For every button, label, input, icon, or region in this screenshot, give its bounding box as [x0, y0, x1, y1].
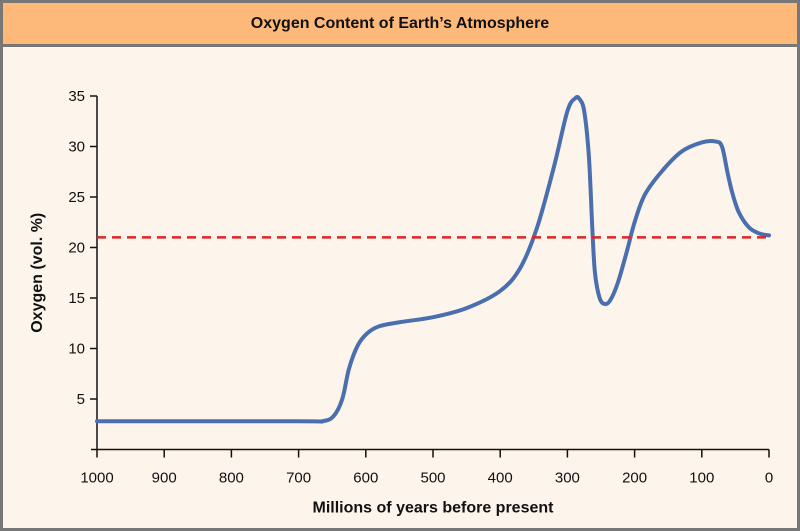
chart-title: Oxygen Content of Earth’s Atmosphere	[3, 3, 797, 47]
x-tick-label: 500	[420, 470, 445, 487]
x-axis-label: Millions of years before present	[313, 500, 555, 517]
chart-frame: Oxygen Content of Earth’s Atmosphere 100…	[3, 3, 797, 528]
y-axis-label: Oxygen (vol. %)	[29, 213, 46, 333]
y-tick-label: 35	[68, 88, 85, 105]
y-tick-label: 10	[68, 341, 85, 358]
x-tick-label: 700	[286, 470, 311, 487]
oxygen-series-line	[95, 94, 771, 424]
x-tick-label: 1000	[80, 470, 113, 487]
x-tick-label: 100	[689, 470, 714, 487]
x-tick-label: 600	[353, 470, 378, 487]
y-tick-label: 25	[68, 189, 85, 206]
y-tick-label: 5	[77, 391, 85, 408]
y-tick-label: 20	[68, 240, 85, 257]
y-tick-label: 15	[68, 290, 85, 307]
x-tick-label: 800	[219, 470, 244, 487]
x-tick-label: 400	[488, 470, 513, 487]
x-tick-label: 0	[765, 470, 773, 487]
oxygen-chart: 1000 900 800 700 600 500 400 300 200 100 051015202…	[29, 88, 773, 517]
x-tick-label: 300	[555, 470, 580, 487]
x-tick-label: 200	[622, 470, 647, 487]
y-tick-label: 30	[68, 139, 85, 156]
x-tick-label: 900	[152, 470, 177, 487]
